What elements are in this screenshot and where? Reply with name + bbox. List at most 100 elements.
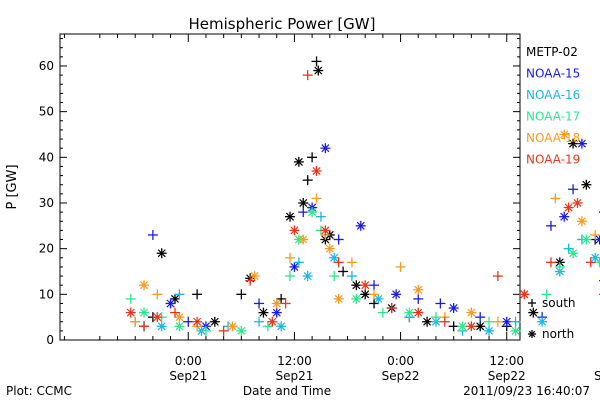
south-point	[413, 293, 424, 304]
south-point	[550, 193, 561, 204]
north-point	[475, 321, 486, 332]
south-point	[435, 298, 446, 309]
marker-legend-label: north	[542, 327, 574, 341]
series-legend: METP-02 NOAA-15 NOAA-16 NOAA-17 NOAA-18 NOAA-…	[526, 45, 580, 167]
series-noaa-19	[125, 70, 600, 336]
north-point	[267, 316, 278, 327]
north-point	[298, 197, 309, 208]
south-point	[369, 298, 380, 309]
south-point	[200, 325, 211, 336]
south-point	[346, 271, 357, 282]
south-point	[276, 293, 287, 304]
south-point	[333, 234, 344, 245]
x-tick-date-label: Sep21	[275, 369, 313, 383]
north-point	[165, 298, 176, 309]
north-point	[391, 289, 402, 300]
south-point	[338, 266, 349, 277]
south-point	[152, 289, 163, 300]
north-point	[152, 312, 163, 323]
x-tick-date-label: Sep22	[488, 369, 526, 383]
legend-entry-noaa-15: NOAA-15	[526, 67, 580, 81]
south-point	[590, 229, 600, 240]
x-tick-date-label: Sep21	[169, 369, 207, 383]
north-point	[271, 298, 282, 309]
marker-legend-north: north	[528, 327, 574, 341]
south-point	[346, 257, 357, 268]
north-point	[413, 307, 424, 318]
x-tick-time-label: 12:00	[489, 354, 524, 368]
y-tick-label: 30	[39, 196, 54, 210]
x-tick-date-label: Sep23	[594, 369, 600, 383]
south-point	[563, 243, 574, 254]
north-point	[307, 207, 318, 218]
x-tick-date-label: Sep22	[382, 369, 420, 383]
south-point	[183, 316, 194, 327]
north-point	[576, 216, 587, 227]
north-point	[563, 202, 574, 213]
south-point	[245, 275, 256, 286]
north-point	[174, 312, 185, 323]
south-point	[174, 289, 185, 300]
north-point	[209, 316, 220, 327]
north-point	[289, 261, 300, 272]
north-point	[293, 156, 304, 167]
north-point	[156, 321, 167, 332]
x-tick-time-label: 12:00	[277, 354, 312, 368]
south-point	[139, 321, 150, 332]
south-point	[545, 257, 556, 268]
north-point	[373, 293, 384, 304]
data-points	[125, 56, 600, 336]
marker-legend-south: south	[528, 296, 576, 310]
legend-entry-noaa-17: NOAA-17	[526, 110, 580, 124]
north-point	[466, 307, 477, 318]
marker-legend-label: south	[542, 296, 576, 310]
y-tick-label: 20	[39, 242, 54, 256]
legend-entry-noaa-16: NOAA-16	[526, 88, 580, 102]
y-tick-label: 0	[46, 333, 54, 347]
south-point	[285, 271, 295, 282]
north-point	[360, 280, 371, 291]
south-point	[510, 316, 521, 327]
series-noaa-15	[139, 138, 600, 332]
north-point	[227, 321, 238, 332]
series-noaa-18	[130, 129, 600, 332]
y-tick-label: 60	[39, 59, 54, 73]
north-point	[413, 284, 424, 295]
south-point	[448, 321, 459, 332]
north-point	[559, 211, 570, 222]
south-point	[369, 289, 380, 300]
north-point	[139, 280, 150, 291]
y-axis-label: P [GW]	[5, 164, 20, 209]
north-point	[320, 143, 331, 154]
north-point	[422, 316, 433, 327]
north-point	[329, 252, 340, 263]
south-point	[307, 152, 318, 163]
x-tick-time-label: 0:00	[387, 354, 414, 368]
north-point	[324, 243, 335, 254]
south-point	[280, 298, 291, 309]
north-point	[360, 289, 371, 300]
south-point	[333, 257, 344, 268]
north-point	[404, 307, 415, 318]
south-point	[311, 193, 322, 204]
north-point	[333, 293, 344, 304]
legend-entry-noaa-18: NOAA-18	[526, 131, 580, 145]
north-point	[466, 321, 477, 332]
south-point	[130, 316, 141, 327]
south-point	[492, 316, 503, 327]
south-point	[369, 280, 380, 291]
y-tick-label: 40	[39, 150, 54, 164]
south-point	[439, 316, 450, 327]
north-point	[528, 307, 539, 318]
south-point	[147, 229, 158, 240]
south-point	[395, 261, 406, 272]
plot-frame	[59, 33, 521, 341]
north-point	[501, 316, 512, 327]
south-point	[218, 325, 229, 336]
north-point	[457, 321, 468, 332]
south-point	[302, 70, 313, 81]
north-point	[156, 248, 167, 259]
north-point	[576, 138, 587, 149]
legend-entry-metp-02: METP-02	[526, 45, 578, 59]
